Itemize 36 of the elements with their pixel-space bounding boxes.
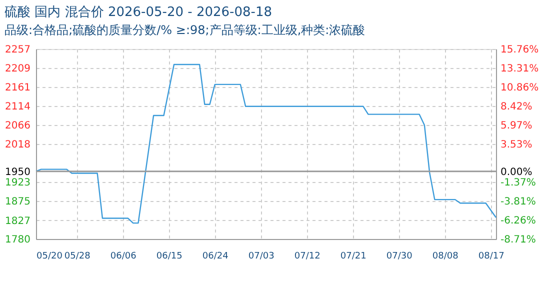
x-tick-label: 08/08 xyxy=(432,252,459,262)
y2-tick-label: -6.26% xyxy=(500,215,536,226)
y-tick-label: 2209 xyxy=(5,64,30,75)
x-tick-label: 06/15 xyxy=(156,252,182,262)
y2-tick-label: 3.53% xyxy=(500,139,532,150)
line-series xyxy=(35,64,497,224)
x-tick-label: 05/20 xyxy=(36,252,63,262)
chart-title: 硫酸 国内 混合价 2026-05-20 - 2026-08-18 xyxy=(4,5,272,20)
y2-tick-label: 13.31% xyxy=(500,64,539,75)
y2-tick-label: 5.97% xyxy=(500,120,532,132)
y-tick-label: 1950 xyxy=(5,166,30,178)
y-tick-label: 2257 xyxy=(5,44,30,56)
x-tick-label: 07/21 xyxy=(340,252,366,262)
x-tick-label: 07/30 xyxy=(386,252,413,262)
y2-tick-label: 10.86% xyxy=(500,82,539,94)
y-tick-label: 1780 xyxy=(5,234,30,246)
y-tick-label: 2066 xyxy=(5,120,30,132)
x-tick-label: 08/17 xyxy=(478,252,504,262)
x-tick-label: 07/12 xyxy=(294,252,320,262)
y2-tick-label: 0.00% xyxy=(500,166,532,178)
y-tick-label: 1827 xyxy=(5,216,30,227)
x-tick-label: 06/06 xyxy=(110,252,137,262)
x-tick-label: 06/24 xyxy=(202,252,229,262)
y2-tick-label: -8.71% xyxy=(500,234,536,246)
y-tick-label: 1875 xyxy=(5,196,30,208)
y-tick-label: 2114 xyxy=(5,101,30,112)
y2-tick-label: 8.42% xyxy=(500,101,532,112)
y-tick-label: 1923 xyxy=(5,178,30,189)
x-tick-label: 07/03 xyxy=(248,252,274,262)
chart-subtitle: 品级:合格品;硫酸的质量分数/% ≥:98;产品等级:工业级,种类:浓硫酸 xyxy=(4,23,366,37)
y-tick-label: 2161 xyxy=(5,82,30,94)
y-tick-label: 2018 xyxy=(5,140,30,151)
y2-tick-label: 15.76% xyxy=(500,44,539,56)
y2-tick-label: -1.37% xyxy=(500,178,536,189)
x-tick-label: 05/28 xyxy=(64,252,91,262)
y2-tick-label: -3.81% xyxy=(500,196,536,208)
